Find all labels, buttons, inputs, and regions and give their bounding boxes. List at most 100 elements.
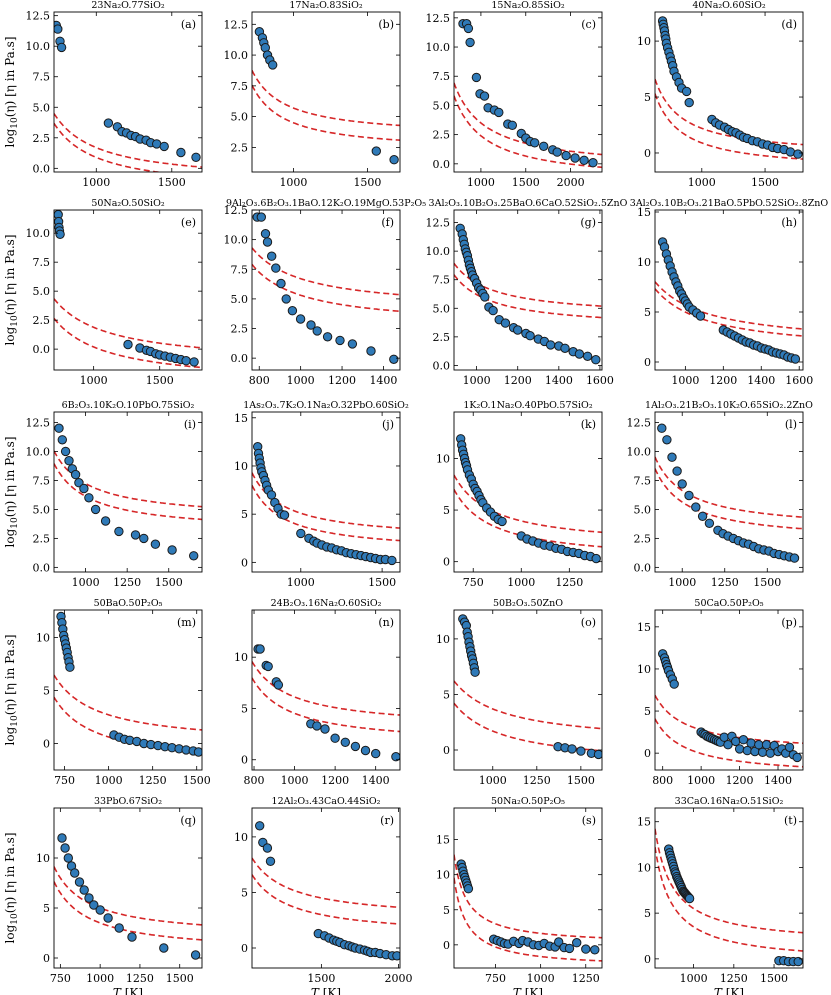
- axes-frame-a: [53, 11, 203, 173]
- x-tick-label: 1000: [463, 374, 491, 387]
- model-curve-s-1: [454, 854, 602, 939]
- data-point-i: [84, 493, 94, 503]
- x-tick-label: 1000: [671, 374, 699, 387]
- y-tick-label: 5.0: [231, 293, 249, 306]
- y-tick-label: 0: [443, 939, 450, 952]
- data-point-f: [271, 263, 281, 273]
- data-point-d: [681, 86, 692, 97]
- y-tick-label: 10: [234, 460, 248, 473]
- x-tick-label: 2000: [557, 176, 585, 189]
- y-tick-label: 5: [644, 306, 651, 319]
- data-point-s: [463, 884, 474, 894]
- data-point-b: [389, 155, 399, 165]
- y-tick-label: 15: [436, 834, 450, 847]
- x-tick-label: 1400: [545, 374, 573, 387]
- panel-label: (o): [581, 616, 596, 629]
- x-tick-label: 1000: [479, 774, 507, 787]
- y-tick-label: 5: [644, 907, 651, 920]
- x-tick-label: 1000: [86, 972, 114, 985]
- panel-title: 6B₂O₃.10K₂O.10PbO.75SiO₂: [62, 400, 195, 411]
- data-point-l: [677, 479, 687, 489]
- y-tick-label: 10: [637, 35, 651, 48]
- data-point-e: [55, 229, 65, 240]
- panel-label: (e): [181, 216, 196, 229]
- data-point-q: [103, 913, 113, 923]
- axes-frame-h: [654, 209, 804, 371]
- panel-j: 1000 1500 0 5 10 151As₂O₃.7K₂O.1Na₂O.32PbO.60…: [234, 400, 409, 589]
- model-curve-l-1: [655, 456, 803, 518]
- data-point-l: [684, 490, 694, 501]
- panel-title: 50Na₂O.50SiO₂: [91, 198, 165, 209]
- axes-frame-g: [453, 209, 603, 371]
- data-point-r: [392, 951, 400, 961]
- data-point-f: [295, 314, 306, 324]
- data-point-p: [746, 738, 756, 748]
- panel-title: 15Na₂O.85SiO₂: [491, 0, 565, 11]
- data-point-f: [322, 332, 333, 342]
- y-axis-label: log10(η) [η in Pa.s]: [3, 437, 20, 548]
- axes-frame-f: [251, 209, 401, 371]
- x-tick-label: 1250: [113, 576, 141, 589]
- data-point-g: [480, 292, 490, 302]
- panel-label: (g): [580, 216, 596, 229]
- data-point-i: [114, 526, 124, 537]
- axes-frame-n: [251, 609, 401, 771]
- x-tick-label: 1500: [760, 972, 788, 985]
- y-tick-label: 0.0: [33, 162, 51, 175]
- panel-label: (j): [382, 418, 394, 431]
- data-point-q: [95, 905, 105, 915]
- y-tick-label: 5: [644, 91, 651, 104]
- y-tick-label: 10: [637, 256, 651, 269]
- plot-area-d: [655, 16, 803, 160]
- panel-label: (i): [184, 418, 196, 431]
- model-curve-k-1: [454, 474, 602, 534]
- model-curve-d-1: [655, 78, 803, 146]
- y-tick-label: 0.0: [231, 352, 249, 365]
- data-point-i: [130, 530, 141, 540]
- data-point-e: [181, 356, 191, 366]
- y-tick-label: 12.5: [426, 12, 451, 25]
- data-point-n: [273, 680, 284, 690]
- panel-title: 23Na₂O.77SiO₂: [91, 0, 165, 11]
- data-point-n: [263, 661, 273, 672]
- data-point-l: [704, 518, 715, 528]
- x-tick-label: 1500: [307, 972, 335, 985]
- data-point-p: [784, 742, 795, 752]
- x-tick-label: 1000: [287, 576, 315, 589]
- y-tick-label: 0: [43, 952, 50, 965]
- x-tick-label: 1000: [668, 576, 696, 589]
- data-point-b: [268, 60, 278, 70]
- data-point-c: [588, 158, 598, 168]
- x-axis-label: T [K]: [513, 986, 543, 995]
- y-tick-label: 7.5: [433, 70, 451, 83]
- model-curve-p-2: [655, 718, 803, 768]
- data-point-i: [167, 545, 177, 555]
- y-tick-label: 15: [637, 206, 651, 219]
- y-tick-label: 0: [443, 744, 450, 757]
- panel-label: (h): [781, 216, 797, 229]
- y-tick-label: 5: [241, 508, 248, 521]
- data-point-f: [335, 335, 345, 346]
- panel-title: 24B₂O₃.16Na₂O.60SiO₂: [271, 598, 382, 609]
- plot-area-a: [54, 20, 202, 172]
- y-tick-label: 15: [637, 816, 651, 829]
- data-point-n: [391, 752, 400, 762]
- data-point-l: [667, 452, 677, 462]
- model-curve-s-2: [454, 877, 602, 962]
- y-tick-label: 10.0: [426, 41, 451, 54]
- panel-title: 33PbO.67SiO₂: [94, 796, 162, 807]
- data-point-i: [74, 478, 84, 488]
- data-point-q: [89, 900, 99, 910]
- panel-a: 1000 1500 0.0 2.5 5.0 7.5 10.0 12.5 23Na₂O.77SiO…: [3, 0, 203, 189]
- y-tick-label: 10.0: [26, 40, 51, 53]
- y-tick-label: 10.0: [26, 445, 51, 458]
- y-tick-label: 2.5: [231, 141, 249, 154]
- model-curve-o-1: [454, 680, 602, 730]
- x-tick-label: 1500: [183, 774, 211, 787]
- panel-label: (a): [181, 18, 196, 31]
- y-axis-label: log10(η) [η in Pa.s]: [3, 37, 20, 148]
- y-tick-label: 12.5: [26, 416, 51, 429]
- data-point-n: [312, 721, 322, 731]
- data-point-c: [465, 37, 475, 48]
- y-tick-label: 12.5: [224, 204, 249, 217]
